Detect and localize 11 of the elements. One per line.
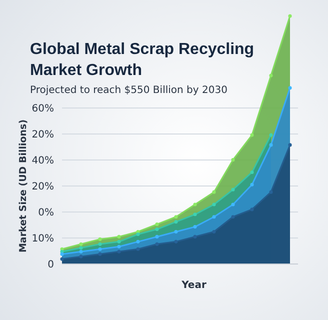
- text: Projected to reach $550 Billion by 2030: [30, 85, 228, 96]
- x-axis-title: Year: [180, 280, 206, 291]
- text: 0%: [38, 208, 54, 218]
- text: 40%: [32, 156, 54, 166]
- text: 60%: [32, 104, 54, 114]
- text: Global Metal Scrap Recycling Market Growth: [30, 41, 254, 79]
- text: 20%: [32, 182, 54, 192]
- text: 0: [48, 260, 54, 270]
- text: 10%: [32, 234, 54, 244]
- text: 20%: [32, 130, 54, 140]
- y-axis-title: Market Size (UD Billions): [18, 119, 29, 253]
